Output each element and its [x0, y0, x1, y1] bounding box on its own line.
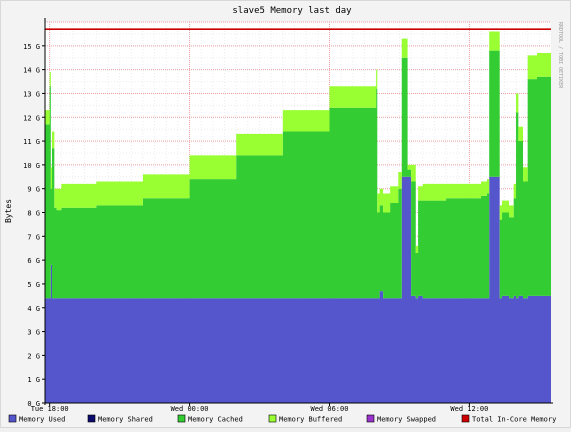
y-tick-label: 9 G — [27, 186, 40, 194]
area-memory-buffered — [45, 31, 551, 253]
legend-label: Memory Shared — [98, 416, 153, 424]
legend-swatch — [87, 414, 96, 423]
y-tick-label: 14 G — [23, 67, 40, 75]
y-tick-label: 4 G — [27, 305, 40, 313]
y-tick-label: 2 G — [27, 352, 40, 360]
x-tick-label: Wed 00:00 — [171, 405, 209, 413]
legend-label: Memory Buffered — [279, 416, 342, 424]
x-tick-label: Wed 12:00 — [450, 405, 488, 413]
y-tick-label: 3 G — [27, 329, 40, 337]
y-tick-label: 12 G — [23, 114, 40, 122]
y-tick-label: 11 G — [23, 138, 40, 146]
y-tick-labels: 0 G 1 G 2 G 3 G 4 G 5 G 6 G 7 G 8 G 9 G 10 G 11 G 12… — [23, 43, 45, 408]
area-memory-used — [45, 176, 551, 403]
legend-swatch — [268, 414, 277, 423]
stacked-areas — [45, 31, 551, 403]
legend-swatch — [177, 414, 186, 423]
chart-title: slave5 Memory last day — [232, 6, 352, 16]
y-tick-label: 5 G — [27, 281, 40, 289]
area-memory-cached — [45, 50, 551, 299]
y-tick-label: 8 G — [27, 210, 40, 218]
legend: Memory Used Memory Shared Memory Cached Mem… — [8, 414, 556, 424]
legend-swatch — [8, 414, 17, 423]
y-tick-label: 0 G — [27, 400, 40, 408]
legend-label: Total In-Core Memory — [472, 416, 556, 424]
legend-label: Memory Swapped — [377, 416, 436, 424]
x-tick-label: Wed 06:00 — [311, 405, 349, 413]
y-tick-label: 1 G — [27, 376, 40, 384]
y-tick-label: 7 G — [27, 233, 40, 241]
y-tick-label: 6 G — [27, 257, 40, 265]
legend-label: Memory Used — [19, 416, 65, 424]
legend-label: Memory Cached — [188, 416, 243, 424]
y-tick-label: 15 G — [23, 43, 40, 51]
legend-swatch — [461, 414, 470, 423]
y-tick-label: 10 G — [23, 162, 40, 170]
y-axis-label: Bytes — [4, 199, 13, 223]
legend-swatch — [366, 414, 375, 423]
y-tick-label: 13 G — [23, 90, 40, 98]
x-tick-label: Tue 18:00 — [31, 405, 69, 413]
watermark: RRDTOOL / TOBI OETIKER — [557, 22, 563, 89]
